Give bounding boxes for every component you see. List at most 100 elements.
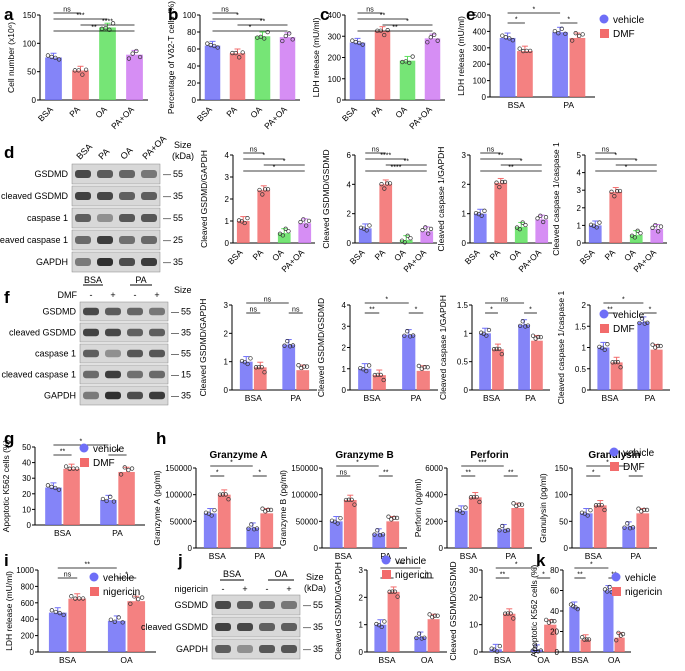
y-tick-label: 30 <box>469 566 478 575</box>
data-point <box>630 525 636 530</box>
data-point <box>395 594 400 599</box>
data-point <box>549 618 554 624</box>
y-tick-label: 1 <box>359 621 364 630</box>
sig-label: * <box>622 297 625 304</box>
data-point <box>422 364 427 370</box>
data-point <box>575 606 580 612</box>
data-point <box>286 229 291 234</box>
y-axis-label: Cleaved GSDMD/GAPDH <box>199 150 209 248</box>
data-point <box>525 323 531 328</box>
data-point <box>586 637 592 642</box>
bar-PA-vehicle <box>246 527 260 548</box>
blot-row-label: cleaved GSDMD <box>141 622 209 632</box>
data-point <box>642 507 647 512</box>
treatment-sign: + <box>154 290 159 300</box>
y-tick-label: 0 <box>359 648 364 657</box>
y-tick-label: 60 <box>550 587 559 596</box>
data-point <box>428 35 433 40</box>
blot-row-label: caspase 1 <box>27 213 68 223</box>
x-tick-label: BSA <box>340 104 359 123</box>
blot-band <box>127 391 143 400</box>
data-point <box>502 179 508 185</box>
bar-PA <box>229 53 246 100</box>
bar-OA-nigericin <box>127 601 146 652</box>
bar-PA <box>609 191 623 243</box>
data-point <box>508 611 513 616</box>
data-point <box>615 360 621 365</box>
bar-BSA-vehicle <box>454 510 468 548</box>
y-tick-label: 2 <box>462 180 467 189</box>
y-tick-label: 4 <box>342 301 347 310</box>
treatment-label: DMF <box>58 290 78 300</box>
bar-BSA <box>588 225 602 243</box>
sig-label: ns <box>487 147 495 154</box>
y-axis-label: Percentage of Vδ2-T cells (%) <box>166 1 176 114</box>
blot-band <box>97 236 113 244</box>
y-tick-label: 150 <box>555 464 569 473</box>
blot-row-label: cleaved GSDMD <box>1 191 69 201</box>
y-tick-label: 6000 <box>425 464 443 473</box>
data-point <box>645 320 650 325</box>
bar-BSA-nigericin <box>68 598 87 652</box>
data-point <box>53 485 58 491</box>
bar-BSA-vehicle <box>569 606 580 652</box>
blot-strip <box>211 594 301 616</box>
y-tick-label: 1000 <box>16 566 34 575</box>
sig-label: * <box>283 159 286 166</box>
bar-PA-DMF <box>511 508 525 548</box>
data-point <box>491 347 497 352</box>
data-point <box>482 208 487 213</box>
legend: vehicle DMF <box>599 309 645 335</box>
legend-label: DMF <box>93 458 115 469</box>
y-tick-label: 100 <box>328 75 342 84</box>
data-point <box>579 510 585 515</box>
bar-BSA-DMF <box>610 362 623 390</box>
panel-label-e: e <box>466 5 475 24</box>
data-point <box>559 26 564 31</box>
data-point <box>226 497 231 502</box>
bar-OA-nigericin <box>427 619 440 652</box>
data-point <box>262 370 267 375</box>
bar-OA <box>99 27 116 100</box>
sig-label: * <box>258 470 261 477</box>
y-tick-label: 4 <box>577 169 582 178</box>
x-tick-label: OA <box>537 655 550 665</box>
data-point <box>103 25 108 31</box>
data-point <box>108 494 113 499</box>
sig-label: * <box>567 17 570 24</box>
bar-PA <box>494 182 508 243</box>
data-point <box>361 367 366 372</box>
bar-BSA <box>45 57 62 100</box>
bar-BSA-vehicle <box>479 333 491 390</box>
size-tick: — <box>171 308 179 317</box>
blot-strip <box>71 163 161 185</box>
legend-label: vehicle <box>103 573 135 584</box>
y-tick-label: 100 <box>555 491 569 500</box>
data-point <box>296 363 301 368</box>
y-axis-label: Cleaved GSDMD/GSDMD <box>321 149 331 248</box>
y-tick-label: 30 <box>22 474 31 483</box>
y-axis-label: Cleaved GSDMD/GSDMD <box>448 561 458 660</box>
y-tick-label: 150000 <box>291 464 318 473</box>
size-marker: 15 <box>181 370 191 380</box>
sig-label: ** <box>115 449 121 456</box>
y-tick-label: 800 <box>21 582 35 591</box>
data-point <box>528 48 533 54</box>
bar-PA-vehicle <box>518 324 530 390</box>
bar-BSA-DMF <box>217 494 231 548</box>
sig-label: ** <box>369 307 375 314</box>
data-point <box>538 648 543 653</box>
x-tick-label: BSA <box>363 393 380 403</box>
legend-label: DMF <box>623 462 645 473</box>
data-point <box>650 342 655 347</box>
data-point <box>335 521 340 526</box>
x-tick-label: BSA <box>601 393 618 403</box>
bar-OA-nigericin <box>614 637 625 652</box>
y-tick-label: 1 <box>342 365 347 374</box>
y-tick-label: 0 <box>192 96 197 105</box>
legend: vehicle DMF <box>599 14 645 40</box>
x-tick-label: PA <box>373 247 388 262</box>
legend: vehicle DMF <box>609 447 655 473</box>
sig-label: ns <box>63 7 71 14</box>
y-tick-label: 200 <box>328 54 342 63</box>
